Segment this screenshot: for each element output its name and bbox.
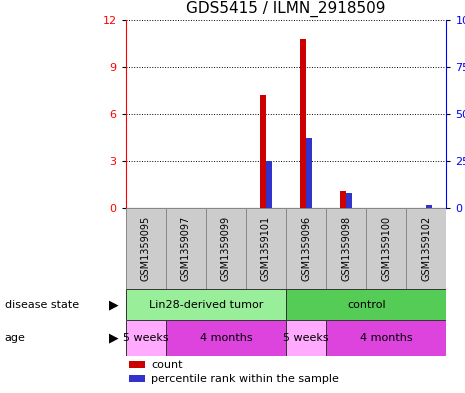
FancyBboxPatch shape <box>246 208 286 289</box>
Text: percentile rank within the sample: percentile rank within the sample <box>151 374 339 384</box>
Text: disease state: disease state <box>5 299 79 310</box>
Text: GSM1359095: GSM1359095 <box>140 216 151 281</box>
FancyBboxPatch shape <box>366 208 406 289</box>
FancyBboxPatch shape <box>286 320 326 356</box>
FancyBboxPatch shape <box>406 208 446 289</box>
Text: ▶: ▶ <box>109 331 119 345</box>
Bar <box>260 95 266 208</box>
FancyBboxPatch shape <box>206 208 246 289</box>
Title: GDS5415 / ILMN_2918509: GDS5415 / ILMN_2918509 <box>186 1 386 17</box>
Text: Lin28-derived tumor: Lin28-derived tumor <box>149 299 263 310</box>
Text: GSM1359100: GSM1359100 <box>381 216 391 281</box>
Text: 5 weeks: 5 weeks <box>123 333 168 343</box>
FancyBboxPatch shape <box>326 320 446 356</box>
Bar <box>266 161 272 208</box>
Bar <box>426 204 432 208</box>
Text: age: age <box>5 333 26 343</box>
Bar <box>300 39 306 208</box>
FancyBboxPatch shape <box>126 289 286 320</box>
Text: GSM1359102: GSM1359102 <box>421 216 432 281</box>
Text: 5 weeks: 5 weeks <box>283 333 329 343</box>
FancyBboxPatch shape <box>166 320 286 356</box>
Text: 4 months: 4 months <box>360 333 412 343</box>
Text: GSM1359099: GSM1359099 <box>221 216 231 281</box>
FancyBboxPatch shape <box>126 320 166 356</box>
Bar <box>306 138 312 208</box>
Bar <box>129 375 145 382</box>
FancyBboxPatch shape <box>166 208 206 289</box>
Text: ▶: ▶ <box>109 298 119 311</box>
Bar <box>129 361 145 368</box>
Text: GSM1359101: GSM1359101 <box>261 216 271 281</box>
FancyBboxPatch shape <box>126 208 166 289</box>
Text: count: count <box>151 360 183 370</box>
Text: GSM1359096: GSM1359096 <box>301 216 311 281</box>
FancyBboxPatch shape <box>286 208 326 289</box>
FancyBboxPatch shape <box>286 289 446 320</box>
Bar <box>340 191 346 208</box>
Text: GSM1359098: GSM1359098 <box>341 216 351 281</box>
FancyBboxPatch shape <box>326 208 366 289</box>
Text: control: control <box>347 299 385 310</box>
Text: 4 months: 4 months <box>199 333 252 343</box>
Text: GSM1359097: GSM1359097 <box>181 216 191 281</box>
Bar <box>346 193 352 208</box>
